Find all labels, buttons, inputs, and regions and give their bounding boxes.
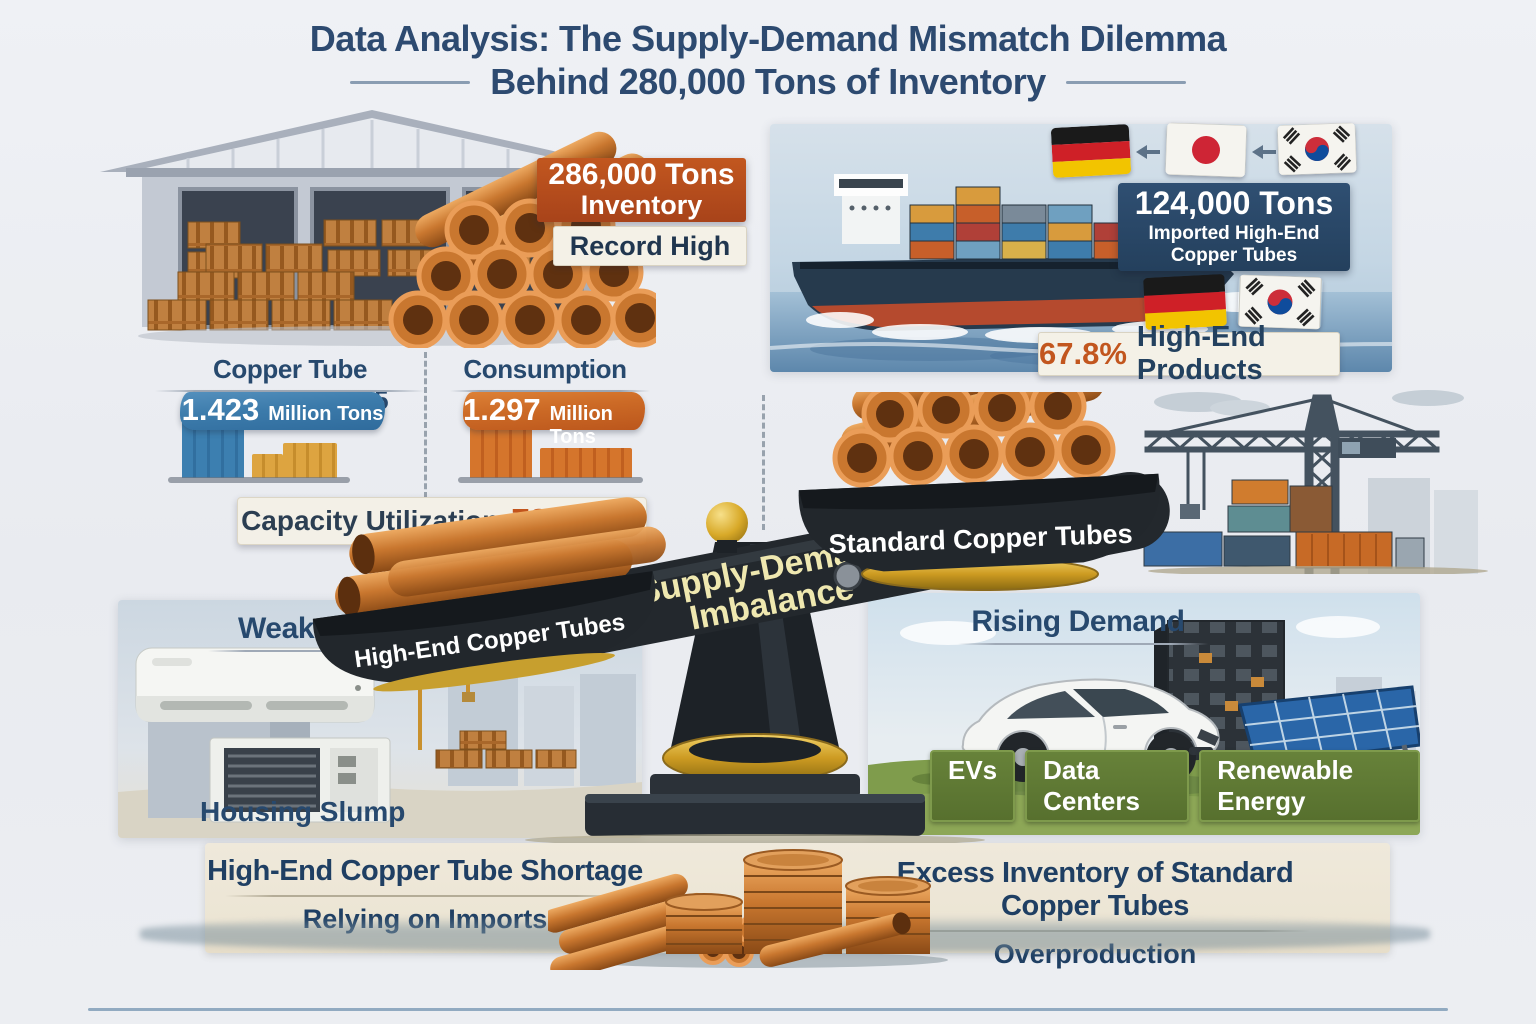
production-bar-small bbox=[252, 454, 283, 478]
imported-tons-desc: Imported High-End Copper Tubes bbox=[1148, 222, 1320, 266]
inventory-tons: 286,000 Tons bbox=[548, 158, 735, 192]
shortage-underline bbox=[225, 895, 625, 897]
production-baseline bbox=[168, 477, 350, 483]
production-underline bbox=[155, 390, 425, 392]
high-end-tubes-pan: High-End Copper Tubes bbox=[312, 497, 666, 692]
share-label: High-End Products bbox=[1136, 321, 1266, 386]
arrow-left-icon bbox=[1136, 145, 1160, 159]
warehouse-illustration bbox=[100, 110, 656, 348]
consumption-banner: 1.297 Million Tons bbox=[463, 392, 645, 448]
production-banner: 1.423 Million Tons bbox=[180, 392, 385, 430]
inventory-label: Inventory bbox=[580, 189, 703, 220]
high-end-share-badge: 67.8% High-End Products bbox=[1038, 321, 1340, 386]
consumption-value: 1.297 bbox=[463, 392, 541, 427]
production-value: 1.423 bbox=[181, 392, 260, 427]
arrow-left-icon bbox=[1252, 145, 1276, 159]
title-dash-right bbox=[1065, 80, 1186, 84]
column-divider-dashed bbox=[424, 352, 427, 498]
rising-demand-title: Rising Demand bbox=[971, 605, 1185, 638]
bottom-rule bbox=[88, 1008, 1448, 1011]
share-percent: 67.8% bbox=[1039, 336, 1127, 371]
weak-demand-panel: Weak Demand Housing Slump bbox=[118, 600, 642, 838]
copper-tube-pile bbox=[388, 131, 656, 348]
imported-tons-value: 124,000 Tons bbox=[1134, 185, 1334, 222]
production-unit: Million Tons bbox=[268, 403, 384, 425]
housing-slump-caption: Housing Slump bbox=[200, 796, 406, 827]
page-title-line2: Behind 280,000 Tons of Inventory bbox=[490, 61, 1046, 102]
copper-coin-stacks-icon bbox=[665, 849, 931, 967]
scale-divider-dashed bbox=[762, 395, 765, 530]
flag-south-korea-icon bbox=[1277, 122, 1357, 176]
weak-demand-illustration bbox=[118, 645, 642, 838]
rising-demand-panel: Rising Demand EVs Data Centers Renewable… bbox=[868, 593, 1420, 835]
page-title-line2-row: Behind 280,000 Tons of Inventory bbox=[0, 61, 1536, 103]
title-dash-left bbox=[350, 80, 471, 84]
tag-data-centers: Data Centers bbox=[1025, 750, 1190, 822]
flag-south-korea-icon bbox=[1238, 274, 1322, 330]
air-conditioner-icon bbox=[135, 647, 375, 723]
page-title-line1: Data Analysis: The Supply-Demand Mismatc… bbox=[309, 18, 1227, 59]
consumption-baseline bbox=[458, 477, 643, 483]
copper-coins-illustration bbox=[548, 849, 948, 970]
tag-renewable-energy: Renewable Energy bbox=[1199, 750, 1420, 822]
production-bar-mid bbox=[283, 443, 337, 478]
shortage-title: High-End Copper Tube Shortage bbox=[207, 855, 643, 887]
flag-germany-icon bbox=[1143, 273, 1227, 331]
outdoor-ac-unit-icon bbox=[209, 737, 391, 823]
record-high-badge: Record High bbox=[553, 226, 747, 266]
flag-germany-icon bbox=[1050, 123, 1132, 179]
inventory-callout: 286,000 Tons Inventory bbox=[537, 158, 746, 222]
imported-tons-callout: 124,000 Tons Imported High-End Copper Tu… bbox=[1118, 183, 1350, 271]
demand-tags-row: EVs Data Centers Renewable Energy bbox=[930, 750, 1420, 822]
standard-tubes-pan: Standard Copper Tubes bbox=[798, 392, 1160, 591]
consumption-unit: Million Tons bbox=[549, 403, 613, 448]
balance-scale-illustration: Supply-Demand Imbalance bbox=[312, 392, 1170, 844]
flag-japan-icon bbox=[1165, 122, 1247, 178]
rising-demand-underline bbox=[958, 643, 1208, 645]
tag-evs: EVs bbox=[930, 750, 1016, 822]
consumption-underline bbox=[450, 390, 650, 392]
port-crane-illustration bbox=[1143, 390, 1488, 574]
consumption-bar-small bbox=[540, 448, 632, 478]
